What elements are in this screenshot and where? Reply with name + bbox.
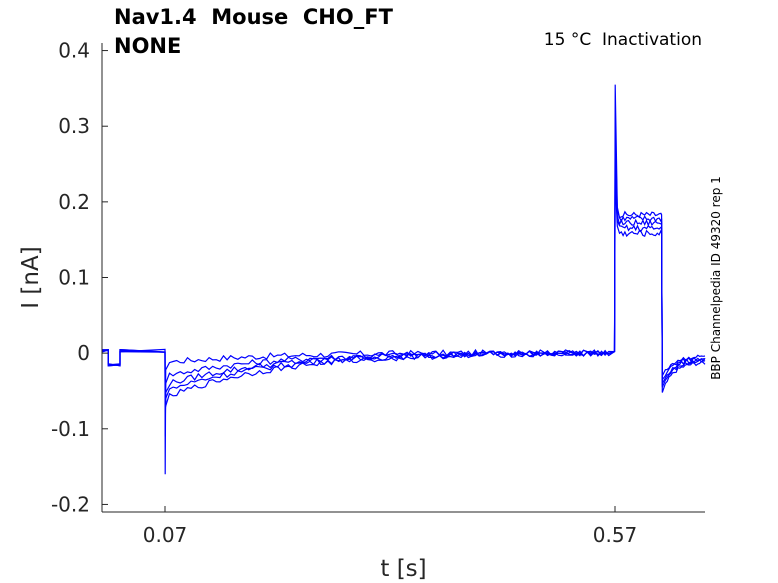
- current-trace-5: [101, 179, 706, 409]
- y-tick-label: 0.4: [58, 39, 90, 63]
- x-tick-label: 0.57: [593, 523, 638, 547]
- y-tick-label: 0.2: [58, 190, 90, 214]
- current-trace-1: [101, 84, 706, 475]
- y-tick-label: 0: [77, 341, 90, 365]
- chart-title: Nav1.4 Mouse CHO_FT: [114, 5, 393, 29]
- current-trace-3: [101, 148, 706, 422]
- chart-subtitle: NONE: [114, 34, 182, 58]
- x-axis-label: t [s]: [380, 556, 426, 582]
- y-tick-label: 0.1: [58, 266, 90, 290]
- y-tick-label: 0.3: [58, 114, 90, 138]
- y-tick-label: -0.2: [51, 492, 90, 516]
- y-axis-label: I [nA]: [18, 246, 44, 308]
- x-tick-label: 0.07: [143, 523, 188, 547]
- axes-group: -0.2 -0.1 0 0.1 0.2 0.3 0.4 0.07 0.57 t [s] I [nA]: [18, 39, 705, 582]
- y-tick-label: -0.1: [51, 417, 90, 441]
- current-trace-4: [101, 163, 706, 410]
- protocol-annotation: 15 °C Inactivation: [543, 30, 702, 50]
- trace-group: [101, 84, 706, 475]
